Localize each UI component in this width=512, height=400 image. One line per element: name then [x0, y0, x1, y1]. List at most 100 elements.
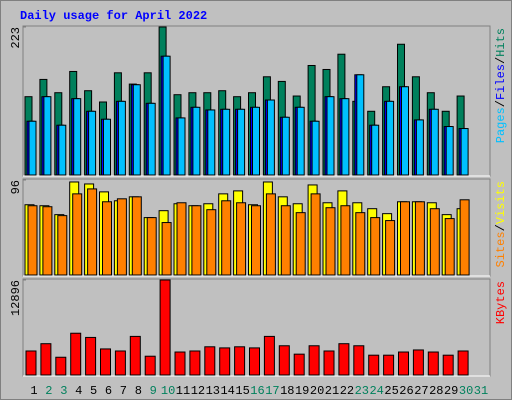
bar	[355, 212, 366, 276]
legend: Pages/Files/Hits	[494, 28, 508, 143]
bar	[43, 96, 52, 176]
bar	[412, 349, 424, 376]
bar	[25, 350, 37, 376]
bar	[28, 120, 37, 176]
bar	[281, 116, 290, 176]
bar	[129, 335, 141, 376]
bar	[161, 222, 172, 276]
x-tick-label: 25	[384, 384, 398, 398]
bar	[444, 218, 455, 276]
x-tick-label: 23	[355, 384, 369, 398]
bar	[311, 120, 320, 176]
bar	[116, 198, 127, 276]
legend-entry: Hits	[494, 28, 508, 57]
x-tick-label: 14	[220, 384, 234, 398]
legend-entry: Pages	[494, 107, 508, 143]
bar	[427, 351, 439, 376]
x-tick-label: 4	[75, 384, 82, 398]
bar	[398, 351, 409, 376]
bar	[27, 205, 38, 276]
bar	[204, 346, 216, 376]
x-tick-label: 18	[280, 384, 294, 398]
x-tick-label: 27	[414, 384, 428, 398]
bar	[103, 118, 111, 176]
bar	[263, 335, 275, 376]
bar	[368, 354, 380, 376]
bar	[415, 119, 424, 176]
bar	[162, 55, 171, 176]
bar	[221, 200, 232, 276]
bar	[192, 106, 201, 176]
bar	[353, 345, 365, 376]
x-tick-label: 19	[295, 384, 309, 398]
bar	[296, 106, 305, 176]
x-tick-label: 6	[105, 384, 112, 398]
bar	[72, 193, 83, 276]
bar	[414, 201, 425, 276]
x-tick-label: 2	[45, 384, 52, 398]
bar	[117, 100, 126, 176]
x-tick-label: 5	[90, 384, 97, 398]
x-tick-label: 7	[120, 384, 127, 398]
bar	[159, 279, 171, 376]
bar	[326, 96, 335, 176]
y-tick-label: 223	[9, 27, 23, 49]
bar	[338, 343, 350, 376]
bar	[310, 193, 321, 276]
x-tick-label: 16	[250, 384, 264, 398]
bar	[385, 220, 396, 276]
chart-title: Daily usage for April 2022	[20, 9, 207, 23]
bar	[114, 350, 126, 376]
bar	[308, 345, 320, 376]
legend-entry: Visits	[494, 181, 508, 224]
x-tick-label: 17	[265, 384, 279, 398]
bar	[265, 193, 276, 276]
bar	[457, 350, 469, 376]
bar	[445, 126, 454, 176]
bar	[55, 356, 67, 376]
bar	[356, 74, 365, 176]
x-tick-label: 8	[135, 384, 142, 398]
legend-entry: KBytes	[494, 281, 508, 324]
x-tick-label: 30	[459, 384, 473, 398]
bar	[174, 351, 186, 376]
bar	[206, 209, 217, 276]
legend: Sites/Visits	[494, 181, 508, 267]
bar	[280, 205, 291, 276]
bar	[73, 98, 82, 176]
bar	[102, 201, 112, 276]
bar	[40, 343, 52, 376]
bar	[341, 98, 350, 176]
bar	[251, 205, 261, 276]
bar	[386, 100, 395, 176]
bar	[295, 212, 306, 276]
x-tick-label: 22	[340, 384, 354, 398]
x-tick-label: 15	[235, 384, 249, 398]
bar	[144, 355, 156, 376]
y-tick-label: 12896	[9, 280, 23, 316]
bar	[177, 117, 186, 176]
bar	[293, 353, 305, 376]
bar	[58, 124, 67, 176]
x-tick-label: 13	[206, 384, 220, 398]
legend-separator: /	[494, 224, 508, 231]
bar	[207, 109, 216, 176]
bar	[176, 202, 187, 276]
bar	[370, 217, 381, 276]
x-tick-label: 10	[161, 384, 175, 398]
bar	[266, 99, 275, 176]
x-tick-label: 26	[399, 384, 413, 398]
bar	[146, 217, 157, 276]
bar	[57, 215, 68, 276]
bar	[371, 124, 380, 176]
bar	[459, 199, 470, 276]
bar	[325, 207, 336, 276]
bar	[219, 347, 231, 376]
x-tick-label: 28	[429, 384, 443, 398]
legend-entry: Files	[494, 64, 508, 100]
bar	[340, 205, 351, 276]
x-tick-label: 9	[150, 384, 157, 398]
bar	[234, 346, 246, 376]
bar	[100, 348, 111, 376]
bar	[442, 354, 454, 376]
